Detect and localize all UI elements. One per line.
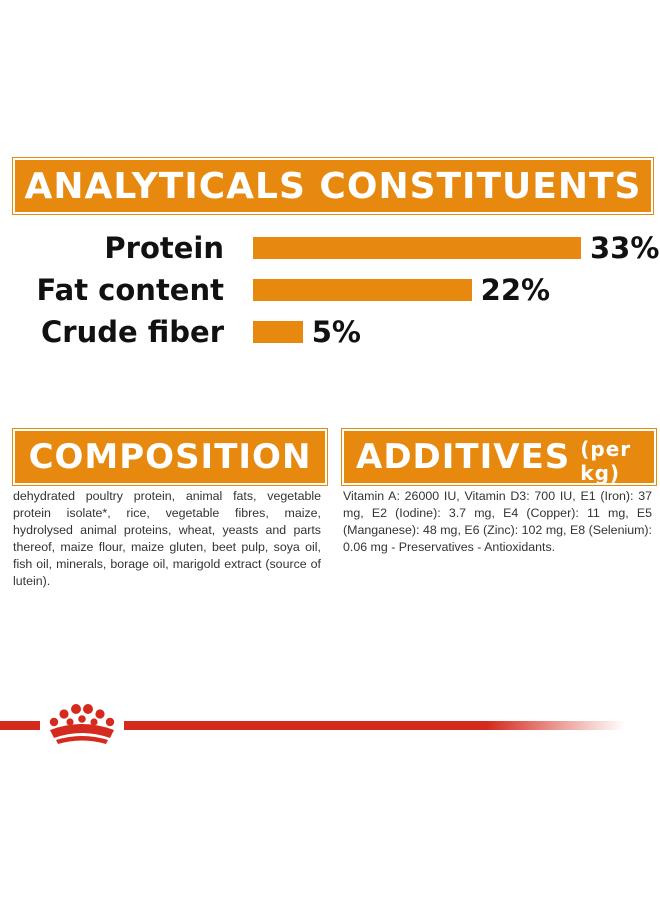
nutrient-bar <box>253 321 303 343</box>
nutrient-bar <box>253 279 472 301</box>
nutrient-label: Fat content <box>36 273 224 307</box>
nutrient-value: 5% <box>311 315 361 349</box>
additives-title-banner: ADDITIVES (per kg) <box>341 428 657 486</box>
nutrient-bar <box>253 237 581 259</box>
nutrient-value: 33% <box>590 231 660 265</box>
composition-text: dehydrated poultry protein, animal fats,… <box>13 489 321 588</box>
analytics-title: ANALYTICALS CONSTITUENTS <box>24 165 642 207</box>
additives-text: Vitamin A: 26000 IU, Vitamin D3: 700 IU,… <box>343 489 652 554</box>
nutrient-label: Protein <box>104 231 224 265</box>
crown-icon <box>40 700 124 748</box>
footer-divider <box>0 721 625 730</box>
additives-unit: (per kg) <box>580 437 632 485</box>
nutrient-row-fat: Fat content 22% <box>0 270 660 310</box>
additives-title: ADDITIVES <box>356 437 571 477</box>
nutrient-row-protein: Protein 33% <box>0 228 660 268</box>
nutrient-label: Crude fiber <box>41 315 224 349</box>
analytics-title-banner: ANALYTICALS CONSTITUENTS <box>12 157 654 215</box>
nutrient-value: 22% <box>480 273 551 307</box>
nutrient-row-fiber: Crude fiber 5% <box>0 312 660 352</box>
composition-title-banner: COMPOSITION <box>12 428 328 486</box>
composition-title: COMPOSITION <box>28 437 312 477</box>
